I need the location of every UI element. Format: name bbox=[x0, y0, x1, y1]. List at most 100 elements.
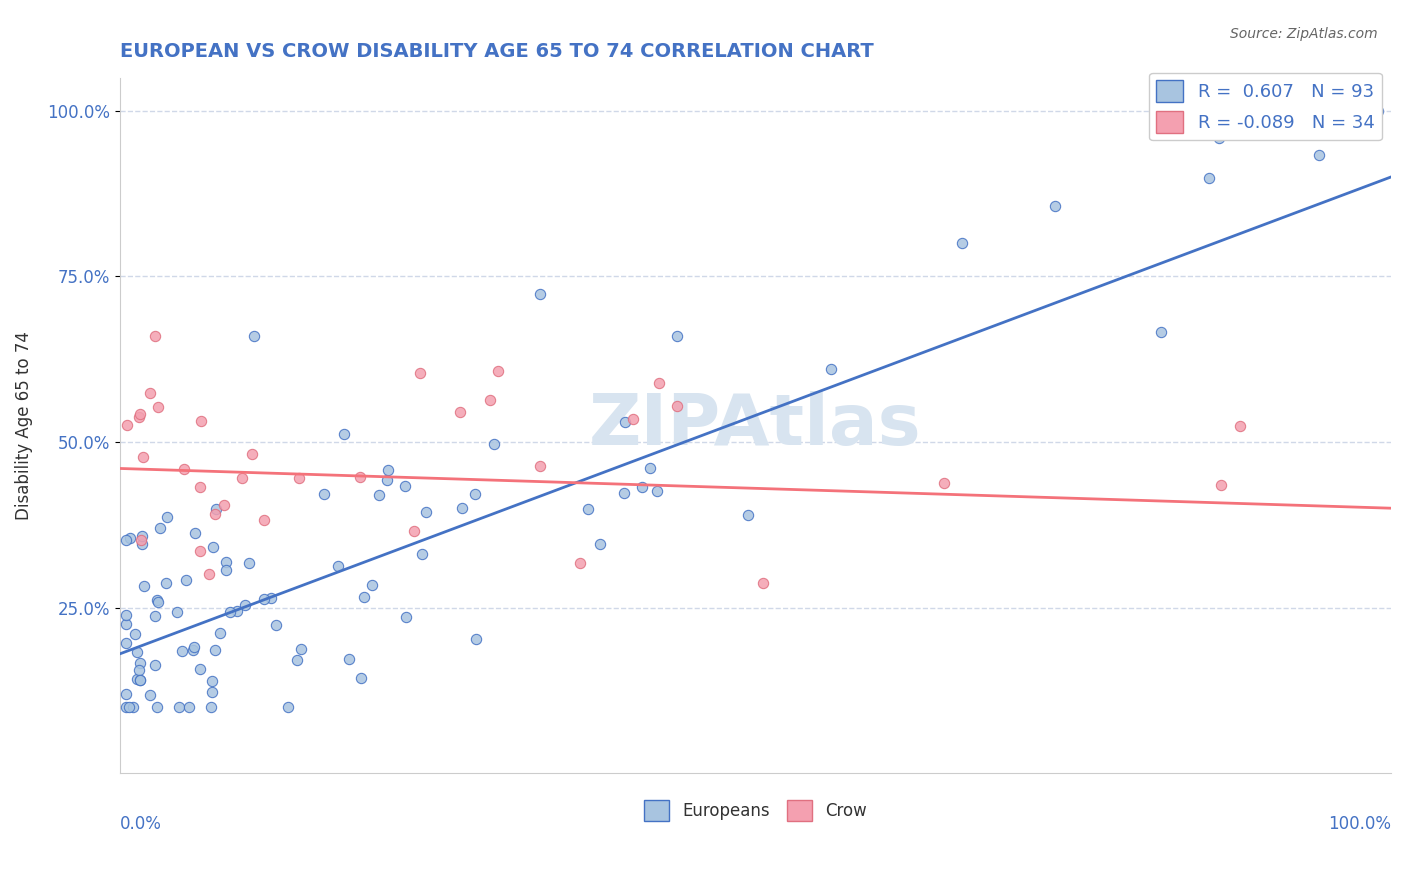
Point bbox=[115, 608, 138, 623]
Point bbox=[138, 385, 160, 400]
Point bbox=[465, 632, 488, 646]
Point bbox=[349, 470, 371, 484]
Point bbox=[115, 418, 138, 433]
Point bbox=[932, 475, 955, 490]
Point bbox=[170, 644, 193, 658]
Point bbox=[486, 364, 509, 378]
Point bbox=[125, 672, 148, 686]
Point bbox=[143, 329, 166, 343]
Point bbox=[129, 533, 152, 547]
Point bbox=[145, 700, 167, 714]
Point bbox=[1229, 418, 1251, 433]
Point bbox=[143, 658, 166, 673]
Point bbox=[176, 573, 198, 587]
Point bbox=[665, 399, 688, 413]
Point bbox=[752, 576, 775, 591]
Point bbox=[188, 480, 211, 494]
Point bbox=[415, 505, 437, 519]
Point bbox=[124, 627, 146, 641]
Point bbox=[143, 608, 166, 623]
Point bbox=[638, 461, 661, 475]
Point bbox=[181, 642, 204, 657]
Point bbox=[204, 507, 226, 521]
Point bbox=[337, 652, 360, 666]
Point bbox=[131, 528, 153, 542]
Point bbox=[128, 409, 150, 424]
Point bbox=[214, 563, 236, 577]
Point bbox=[648, 376, 671, 391]
Point bbox=[568, 557, 591, 571]
Point bbox=[1198, 171, 1220, 186]
Point bbox=[529, 458, 551, 473]
Point bbox=[404, 524, 426, 538]
Point bbox=[115, 687, 138, 701]
Point bbox=[125, 645, 148, 659]
Point bbox=[233, 599, 256, 613]
Point bbox=[145, 593, 167, 607]
Point bbox=[115, 533, 138, 547]
Point bbox=[129, 673, 152, 687]
Point bbox=[115, 700, 138, 714]
Point bbox=[132, 450, 155, 465]
Point bbox=[576, 502, 599, 516]
Point bbox=[253, 513, 276, 527]
Point bbox=[285, 653, 308, 667]
Point bbox=[409, 366, 432, 380]
Point bbox=[225, 604, 247, 618]
Point bbox=[260, 591, 283, 605]
Point bbox=[328, 558, 350, 573]
Point bbox=[665, 329, 688, 343]
Point bbox=[621, 412, 644, 426]
Point bbox=[529, 287, 551, 301]
Text: EUROPEAN VS CROW DISABILITY AGE 65 TO 74 CORRELATION CHART: EUROPEAN VS CROW DISABILITY AGE 65 TO 74… bbox=[120, 42, 873, 61]
Point bbox=[1208, 131, 1230, 145]
Point bbox=[253, 592, 276, 607]
Text: ZIPAtlas: ZIPAtlas bbox=[589, 391, 921, 460]
Point bbox=[188, 662, 211, 676]
Point bbox=[118, 700, 141, 714]
Point bbox=[208, 625, 231, 640]
Point bbox=[201, 673, 224, 688]
Point bbox=[173, 462, 195, 476]
Point bbox=[120, 532, 142, 546]
Point bbox=[198, 567, 221, 582]
Point bbox=[614, 415, 637, 429]
Point bbox=[482, 437, 505, 451]
Point bbox=[287, 471, 309, 485]
Point bbox=[394, 479, 416, 493]
Point bbox=[205, 501, 228, 516]
Point bbox=[361, 578, 384, 592]
Point bbox=[950, 236, 973, 251]
Point bbox=[132, 579, 155, 593]
Point bbox=[377, 463, 399, 477]
Point bbox=[129, 407, 152, 421]
Point bbox=[333, 427, 356, 442]
Point bbox=[737, 508, 759, 523]
Point bbox=[353, 590, 375, 604]
Legend: Europeans, Crow: Europeans, Crow bbox=[637, 794, 873, 828]
Point bbox=[264, 617, 287, 632]
Point bbox=[129, 656, 152, 670]
Point bbox=[240, 447, 263, 461]
Point bbox=[613, 486, 636, 500]
Point bbox=[1367, 103, 1389, 118]
Point bbox=[451, 501, 474, 516]
Point bbox=[155, 576, 177, 591]
Point bbox=[115, 617, 138, 632]
Point bbox=[131, 537, 153, 551]
Point bbox=[179, 699, 201, 714]
Point bbox=[820, 362, 842, 376]
Point bbox=[1149, 326, 1171, 340]
Point bbox=[129, 673, 152, 687]
Point bbox=[188, 543, 211, 558]
Point bbox=[231, 471, 253, 485]
Point bbox=[290, 641, 312, 656]
Text: 100.0%: 100.0% bbox=[1329, 815, 1391, 833]
Point bbox=[314, 487, 336, 501]
Point bbox=[200, 700, 222, 714]
Point bbox=[156, 510, 179, 524]
Point bbox=[350, 671, 373, 685]
Point bbox=[647, 484, 669, 499]
Point bbox=[215, 556, 238, 570]
Point bbox=[375, 473, 398, 487]
